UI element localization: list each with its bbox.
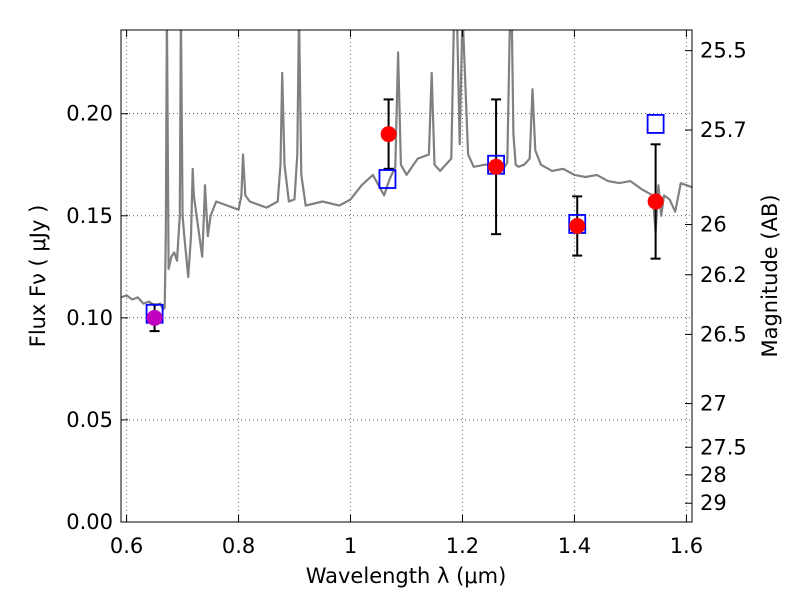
spectrum-line [121,30,692,311]
y-axis-label: Flux Fν ( μJy ) [26,205,50,348]
data-point-marker [488,158,505,175]
y-tick-label: 0.05 [66,408,113,432]
magnitude-tick-label: 27 [700,392,727,416]
data-point-marker [146,309,163,326]
data-point-marker [380,126,397,143]
plot-frame [120,29,693,523]
x-tick-label: 0.6 [110,534,143,558]
magnitude-tick-label: 26.5 [700,322,747,346]
x-axis-ticks: 0.6 0.8 1 1.2 1.4 1.6 [110,30,703,558]
gridlines [121,30,692,523]
magnitude-tick-label: 26.2 [700,263,747,287]
y-axis-ticks: 0.00 0.05 0.10 0.15 0.20 [66,102,128,534]
y-tick-label: 0.20 [66,102,113,126]
y-tick-label: 0.15 [66,204,113,228]
x-tick-label: 1 [344,534,357,558]
y-tick-label: 0.10 [66,306,113,330]
magnitude-tick-label: 25.5 [700,39,747,63]
model-square-marker [378,169,397,189]
x-tick-label: 1.2 [446,534,479,558]
magnitude-axis-ticks: 25.5 25.7 26 26.2 26.5 27 27.5 28 29 [685,39,747,515]
magnitude-tick-label: 29 [700,491,727,515]
magnitude-tick-label: 26 [700,213,727,237]
magnitude-tick-label: 28 [700,463,727,487]
magnitude-axis-label: Magnitude (AB) [758,194,782,357]
magnitude-tick-label: 27.5 [700,435,747,459]
x-tick-label: 1.4 [558,534,591,558]
x-axis-label: Wavelength λ (μm) [306,564,507,588]
x-tick-label: 0.8 [222,534,255,558]
data-point-marker [647,193,664,210]
x-tick-label: 1.6 [670,534,703,558]
y-tick-label: 0.00 [66,510,113,534]
magnitude-tick-label: 25.7 [700,118,747,142]
model-square-marker [646,114,665,134]
spectrum-layer [121,30,692,311]
data-point-marker [569,217,586,234]
marker-layer [145,114,665,326]
